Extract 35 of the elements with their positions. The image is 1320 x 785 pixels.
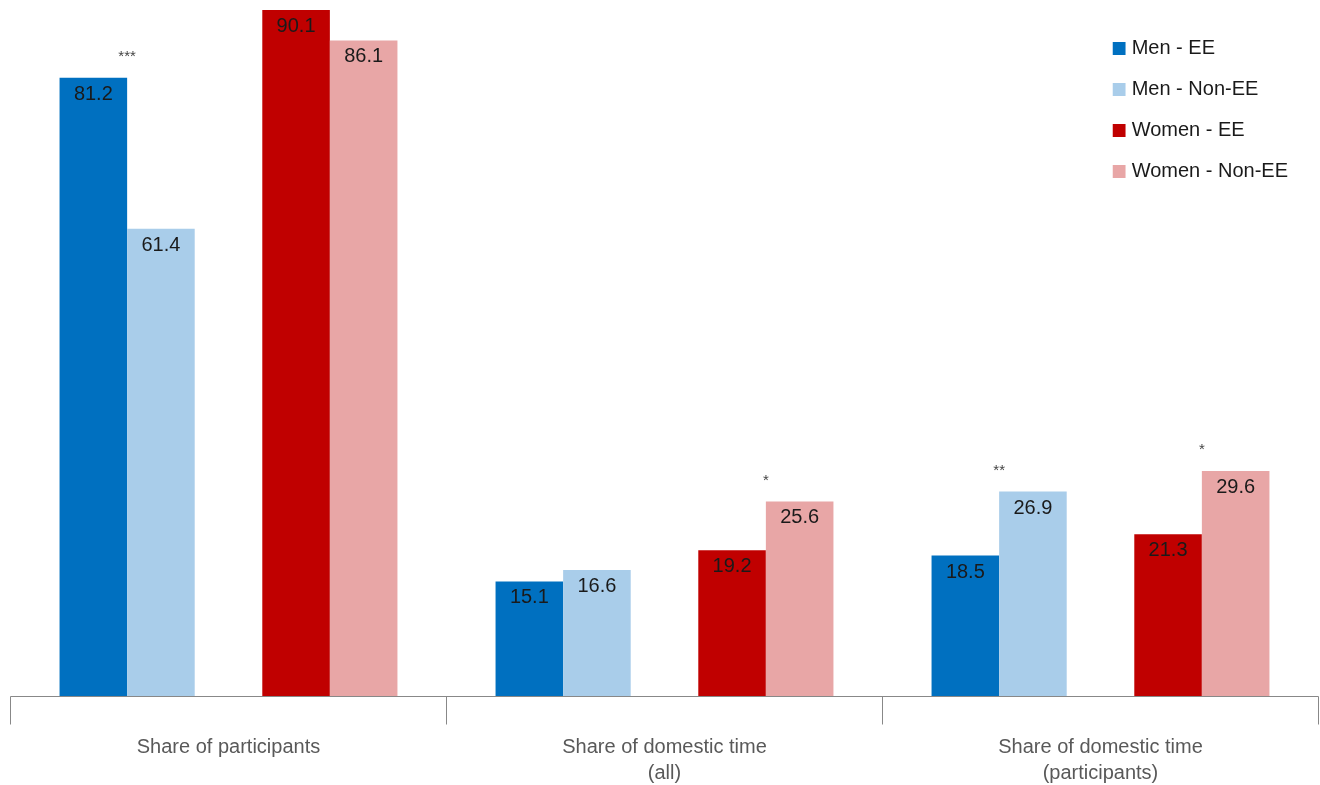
annotation: ***: [118, 47, 137, 65]
bar: [329, 40, 398, 697]
annotation: *: [1198, 440, 1205, 458]
bar: [1134, 534, 1202, 697]
bar: [59, 77, 128, 697]
data-label: 21.3: [1148, 538, 1188, 561]
bar: [495, 581, 564, 697]
legend-label: Men - EE: [1131, 36, 1215, 59]
legend-label: Men - Non-EE: [1131, 77, 1259, 100]
x-tick-label: Share of domestic time (participants): [998, 734, 1203, 783]
data-label: 86.1: [344, 44, 384, 67]
data-label: 18.5: [945, 559, 985, 582]
x-tick-label: Share of domestic time (all): [562, 734, 767, 783]
data-label: 29.6: [1216, 474, 1256, 497]
data-label: 16.6: [577, 574, 617, 597]
data-label: 90.1: [276, 13, 316, 36]
data-label: 25.6: [780, 505, 820, 528]
bar: [1201, 470, 1270, 697]
data-label: 81.2: [73, 81, 113, 104]
annotation: **: [993, 461, 1006, 479]
bar: [765, 501, 834, 697]
bar: [698, 550, 766, 697]
bar: [999, 491, 1067, 697]
data-label: 61.4: [141, 232, 181, 255]
x-tick-label: Share of participants: [136, 734, 321, 757]
bar: [931, 555, 1000, 697]
legend-label: Women - Non-EE: [1131, 159, 1288, 182]
bar: [563, 570, 631, 697]
annotation: *: [762, 470, 769, 488]
data-label: 19.2: [712, 554, 752, 577]
bar: [127, 228, 195, 697]
data-label: 26.9: [1013, 495, 1053, 518]
bar: [262, 9, 330, 697]
data-label: 15.1: [509, 585, 549, 608]
legend-label: Women - EE: [1131, 118, 1245, 141]
